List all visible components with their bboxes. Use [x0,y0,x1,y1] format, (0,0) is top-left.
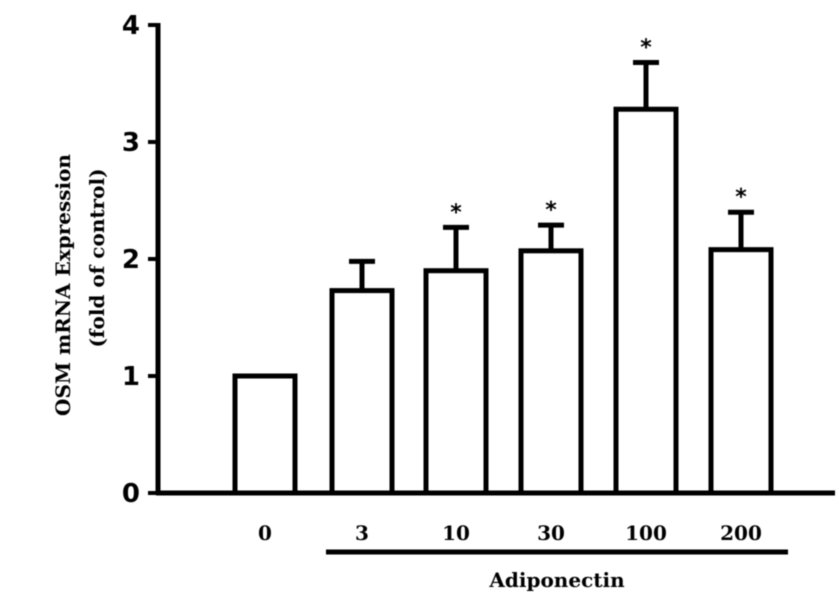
y-tick-label: 1 [122,362,140,392]
significance-star: * [545,198,557,223]
x-tick-label: 10 [442,521,470,545]
significance-star: * [640,35,652,60]
x-tick-labels: 0 3 10 30 100 200 [258,521,762,545]
x-tick-label: 30 [537,521,565,545]
significance-star: * [450,200,462,225]
y-axis-title-line2: (fold of control) [85,168,109,347]
group-label: Adiponectin [488,568,625,592]
x-tick-label: 200 [720,521,762,545]
bar [708,247,774,496]
bars: * * * * [232,35,774,496]
y-tick-label: 4 [122,11,140,41]
bar [518,248,584,496]
x-tick-label: 100 [625,521,667,545]
bar [232,373,298,496]
x-tick-label: 3 [355,521,369,545]
y-ticks: 0 1 2 3 4 [122,11,158,509]
bar [613,106,679,496]
y-tick-label: 3 [122,128,140,158]
bar [423,268,489,496]
y-tick-label: 2 [122,245,140,275]
y-axis-title-line1: OSM mRNA Expression [51,154,75,416]
bar [329,288,395,496]
x-tick-label: 0 [258,521,272,545]
significance-star: * [735,185,747,210]
y-tick-label: 0 [122,479,140,509]
